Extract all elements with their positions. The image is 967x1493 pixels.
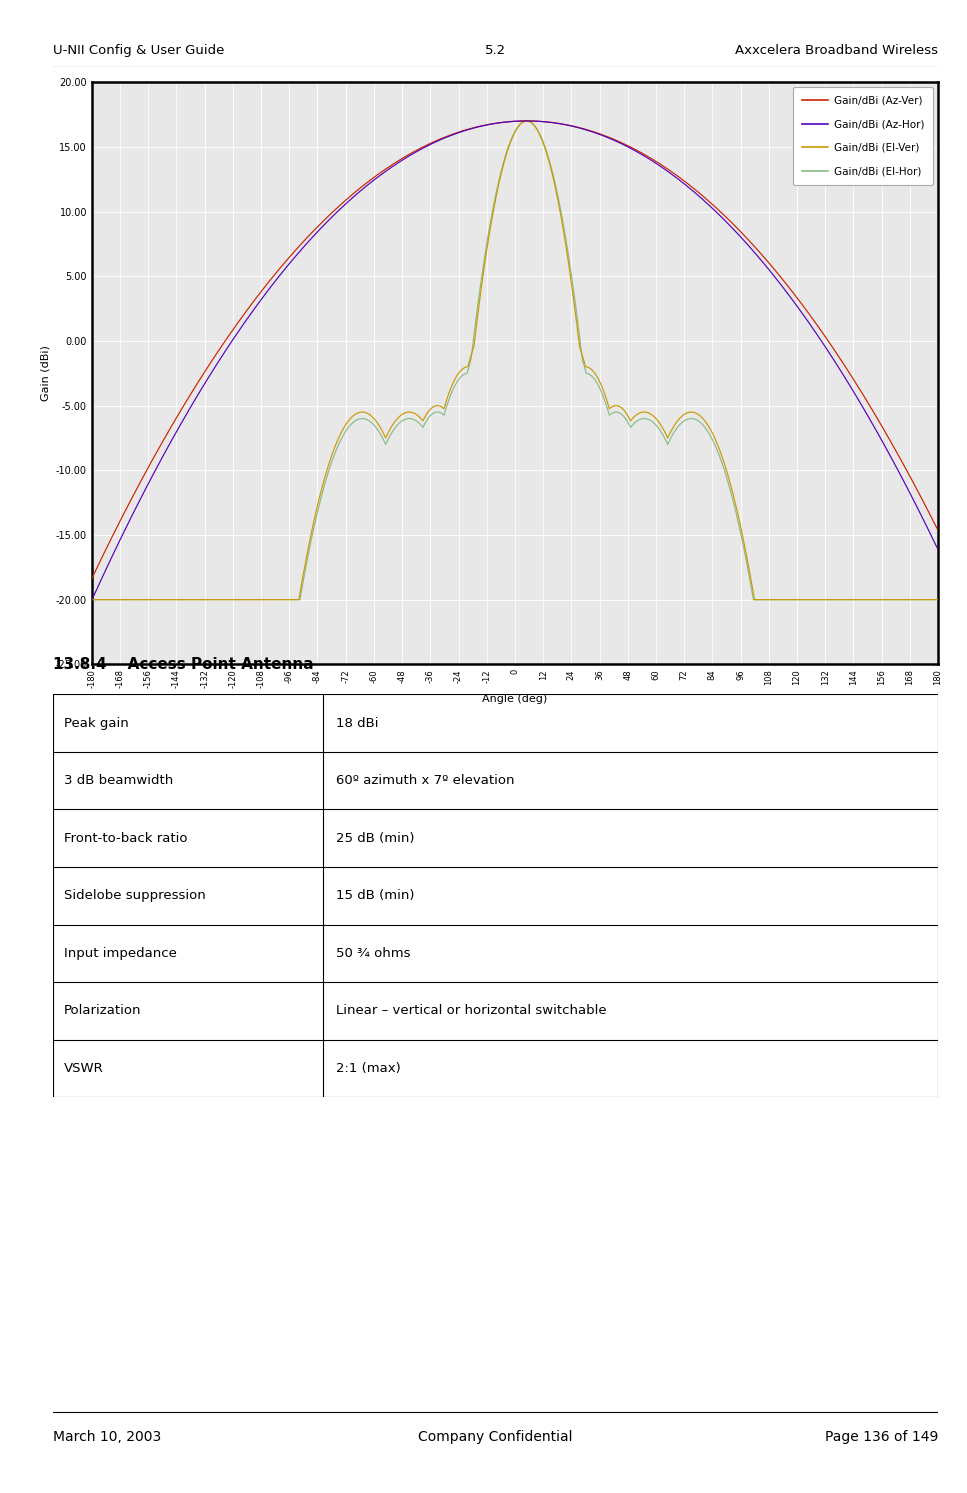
Text: Page 136 of 149: Page 136 of 149 [825, 1430, 938, 1444]
Text: Linear – vertical or horizontal switchable: Linear – vertical or horizontal switchab… [337, 1005, 607, 1017]
Text: Company Confidential: Company Confidential [419, 1430, 572, 1444]
Legend: Gain/dBi (Az-Ver), Gain/dBi (Az-Hor), Gain/dBi (El-Ver), Gain/dBi (El-Hor): Gain/dBi (Az-Ver), Gain/dBi (Az-Hor), Ga… [793, 87, 933, 185]
Text: Front-to-back ratio: Front-to-back ratio [64, 832, 188, 845]
Text: U-NII Config & User Guide: U-NII Config & User Guide [53, 43, 224, 57]
Text: 13.8.4    Access Point Antenna: 13.8.4 Access Point Antenna [53, 657, 314, 672]
Text: 60º azimuth x 7º elevation: 60º azimuth x 7º elevation [337, 775, 514, 787]
Text: 15 dB (min): 15 dB (min) [337, 890, 415, 902]
Text: 5.2: 5.2 [485, 43, 506, 57]
Text: VSWR: VSWR [64, 1062, 103, 1075]
Text: 25 dB (min): 25 dB (min) [337, 832, 415, 845]
Text: 50 ¾ ohms: 50 ¾ ohms [337, 947, 411, 960]
Text: Input impedance: Input impedance [64, 947, 177, 960]
X-axis label: Angle (deg): Angle (deg) [483, 694, 547, 703]
Text: March 10, 2003: March 10, 2003 [53, 1430, 161, 1444]
Y-axis label: Gain (dBi): Gain (dBi) [41, 345, 50, 402]
Text: 2:1 (max): 2:1 (max) [337, 1062, 401, 1075]
Text: Peak gain: Peak gain [64, 717, 129, 730]
Text: 3 dB beamwidth: 3 dB beamwidth [64, 775, 173, 787]
Text: Sidelobe suppression: Sidelobe suppression [64, 890, 206, 902]
Text: Polarization: Polarization [64, 1005, 141, 1017]
Text: Axxcelera Broadband Wireless: Axxcelera Broadband Wireless [735, 43, 938, 57]
Text: 18 dBi: 18 dBi [337, 717, 379, 730]
